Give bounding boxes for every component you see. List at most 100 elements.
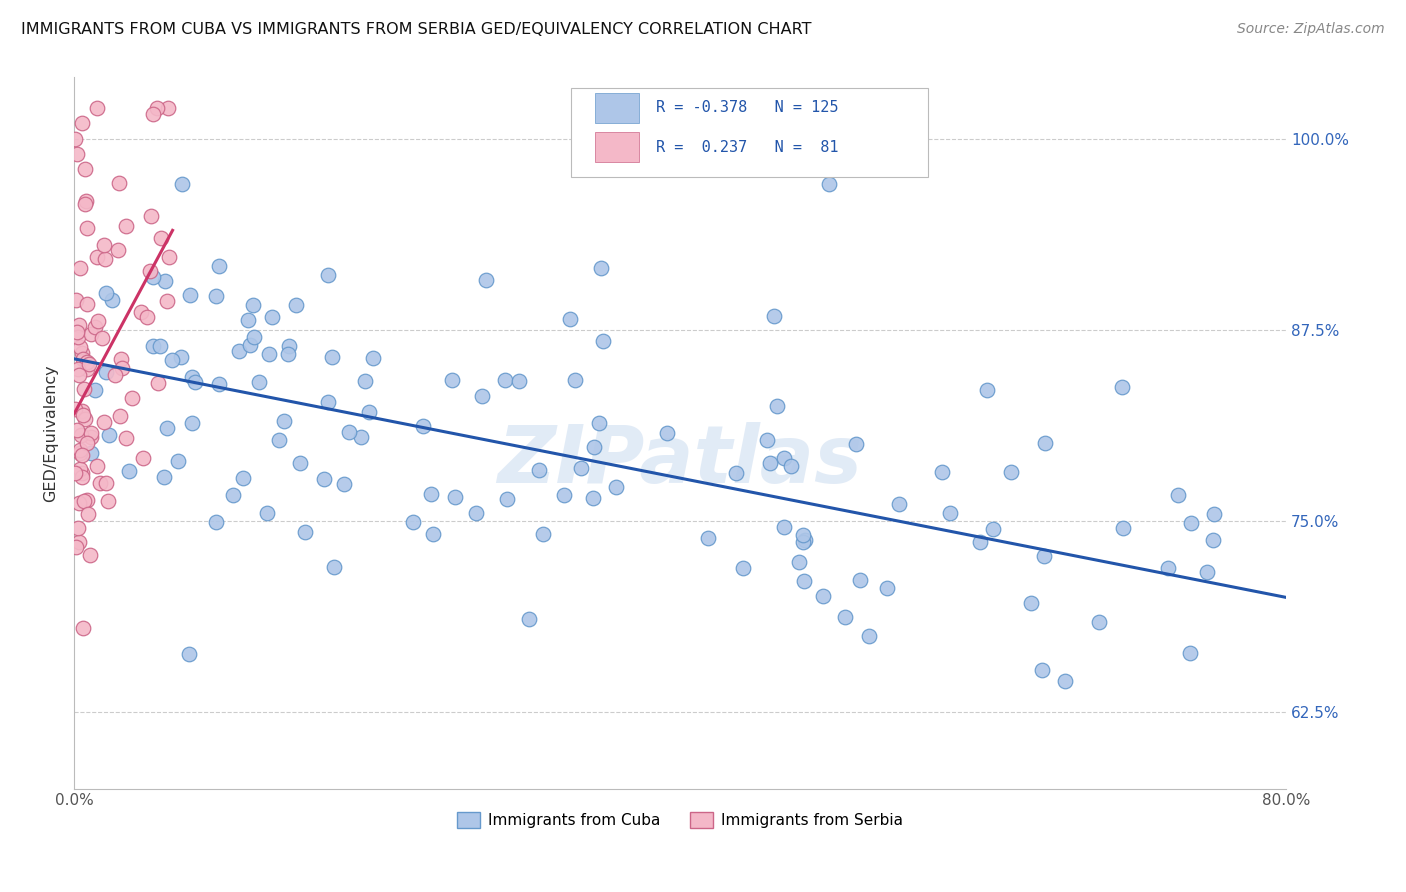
Point <box>564 373 586 387</box>
Point <box>359 405 381 419</box>
Point <box>66 423 89 437</box>
Point <box>146 376 169 390</box>
Text: R =  0.237   N =  81: R = 0.237 N = 81 <box>655 139 838 154</box>
Point <box>97 427 120 442</box>
Point <box>63 401 86 416</box>
Point <box>70 428 93 442</box>
Point <box>981 522 1004 536</box>
Point <box>1031 663 1053 677</box>
Point <box>277 339 299 353</box>
Point <box>149 339 172 353</box>
Point <box>242 298 264 312</box>
Point <box>93 415 115 429</box>
Point <box>848 573 870 587</box>
Point <box>76 220 98 235</box>
Point <box>222 488 245 502</box>
Point <box>157 101 180 115</box>
Point <box>79 548 101 562</box>
Point <box>69 318 91 332</box>
Point <box>114 431 136 445</box>
Point <box>1088 615 1111 629</box>
Point <box>1202 507 1225 521</box>
FancyBboxPatch shape <box>571 88 928 177</box>
Point <box>65 293 87 307</box>
Point <box>1157 561 1180 575</box>
Point <box>70 470 93 484</box>
Point <box>69 446 91 460</box>
Point <box>170 178 193 192</box>
Point <box>73 382 96 396</box>
Point <box>131 450 153 465</box>
Point <box>529 463 551 477</box>
Point <box>845 436 868 450</box>
Point <box>89 475 111 490</box>
Text: ZIPatlas: ZIPatlas <box>498 423 862 500</box>
Point <box>157 250 180 264</box>
Point <box>93 252 115 266</box>
Point <box>876 581 898 595</box>
Point <box>86 101 108 115</box>
Point <box>412 419 434 434</box>
Point <box>337 425 360 439</box>
Point <box>787 555 810 569</box>
Point <box>475 273 498 287</box>
Point <box>779 458 801 473</box>
Point <box>583 440 606 454</box>
Point <box>257 347 280 361</box>
Point <box>180 369 202 384</box>
Point <box>76 493 98 508</box>
Point <box>66 362 89 376</box>
Point <box>1053 674 1076 689</box>
Point <box>100 293 122 307</box>
Point <box>136 310 159 325</box>
Point <box>67 496 90 510</box>
Point <box>75 162 97 177</box>
Point <box>166 454 188 468</box>
Point <box>247 376 270 390</box>
Point <box>70 466 93 480</box>
Point <box>273 414 295 428</box>
Point <box>108 176 131 190</box>
Point <box>205 289 228 303</box>
Point <box>80 327 103 342</box>
Point <box>318 268 340 283</box>
Point <box>110 352 132 367</box>
Point <box>496 491 519 506</box>
Point <box>818 178 841 192</box>
Point <box>813 590 835 604</box>
Point <box>76 297 98 311</box>
Point <box>76 362 98 376</box>
Point <box>156 420 179 434</box>
Point <box>160 352 183 367</box>
Point <box>67 330 90 344</box>
Point <box>86 459 108 474</box>
Y-axis label: GED/Equivalency: GED/Equivalency <box>44 364 58 502</box>
Point <box>205 516 228 530</box>
Point <box>75 196 97 211</box>
Point <box>67 535 90 549</box>
Point <box>142 338 165 352</box>
FancyBboxPatch shape <box>595 132 638 162</box>
Point <box>70 116 93 130</box>
Point <box>321 350 343 364</box>
Point <box>232 471 254 485</box>
Point <box>322 560 344 574</box>
Text: Source: ZipAtlas.com: Source: ZipAtlas.com <box>1237 22 1385 37</box>
Point <box>84 320 107 334</box>
Point <box>139 209 162 223</box>
Point <box>773 520 796 534</box>
Point <box>76 508 98 522</box>
Point <box>93 237 115 252</box>
Point <box>121 391 143 405</box>
Point <box>84 383 107 397</box>
Point <box>146 101 169 115</box>
Point <box>284 298 307 312</box>
Point <box>267 433 290 447</box>
Point <box>243 330 266 344</box>
Point <box>1111 379 1133 393</box>
Point <box>107 243 129 257</box>
Point <box>94 476 117 491</box>
Point <box>142 269 165 284</box>
Text: R = -0.378   N = 125: R = -0.378 N = 125 <box>655 100 838 115</box>
Point <box>75 194 97 208</box>
